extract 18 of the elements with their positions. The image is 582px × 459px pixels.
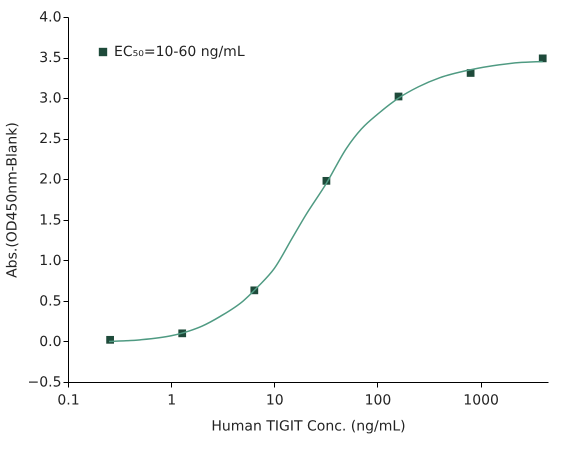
- x-tick-label: 10: [266, 392, 284, 408]
- y-tick-label: 1.5: [39, 212, 62, 228]
- y-tick-label: 0.0: [39, 334, 62, 350]
- y-tick-label: 2.5: [39, 131, 62, 148]
- x-tick-label: 1000: [463, 392, 499, 408]
- y-tick-label: 3.0: [39, 90, 62, 107]
- legend-label: EC₅₀=10-60 ng/mL: [114, 44, 245, 60]
- x-tick-label: 1: [167, 392, 176, 408]
- y-tick-label: 2.0: [39, 172, 62, 188]
- y-tick-label: −0.5: [28, 374, 62, 390]
- y-tick-label: 3.5: [39, 50, 62, 66]
- x-tick-label: 0.1: [57, 392, 80, 408]
- x-tick-label: 100: [364, 392, 392, 408]
- x-axis-title: Human TIGIT Conc. (ng/mL): [211, 418, 406, 434]
- y-tick-label: 0.5: [39, 293, 62, 310]
- y-tick-label: 4.0: [39, 10, 62, 26]
- y-tick-label: 1.0: [39, 252, 62, 269]
- y-axis-title: Abs.(OD450nm-Blank): [4, 122, 21, 278]
